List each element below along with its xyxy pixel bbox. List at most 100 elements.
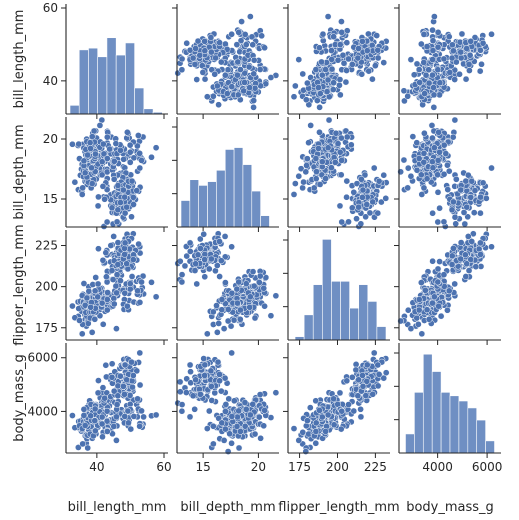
scatter-point [197, 390, 204, 398]
scatter-point [479, 179, 487, 187]
scatter-point [117, 146, 124, 154]
scatter-point [75, 140, 83, 148]
scatter-point [129, 193, 137, 201]
scatter-point [211, 70, 219, 78]
scatter-point [425, 66, 433, 74]
y-axis-label-bill_depth_mm: bill_depth_mm [12, 124, 27, 219]
scatter-point [440, 218, 448, 226]
x-tick-label: 175 [288, 460, 311, 474]
scatter-point [81, 422, 89, 429]
scatter-point [404, 164, 412, 172]
scatter-point [235, 29, 243, 36]
scatter-point [176, 257, 184, 265]
scatter-point [319, 30, 327, 38]
scatter-point [340, 59, 348, 67]
hist-bar [376, 326, 387, 341]
scatter-point [440, 55, 448, 63]
scatter-point [181, 262, 189, 270]
scatter-point [423, 43, 431, 50]
x-axis-label-flipper_length_mm: flipper_length_mm [278, 500, 399, 515]
panel-flipper_length_mm-vs-flipper_length_mm [283, 230, 390, 345]
scatter-point [216, 371, 223, 378]
scatter-point [221, 71, 229, 79]
scatter-point [461, 220, 469, 228]
scatter-point [457, 239, 465, 246]
scatter-point [203, 425, 211, 432]
scatter-point [343, 39, 351, 47]
scatter-point [429, 47, 437, 54]
scatter-point [114, 182, 122, 189]
scatter-point [370, 349, 378, 357]
scatter-point [290, 191, 298, 198]
scatter-point [176, 388, 184, 396]
scatter-point [99, 183, 107, 190]
hist-bar [422, 353, 433, 454]
scatter-point [233, 285, 241, 293]
hist-bar [322, 239, 332, 341]
scatter-point [465, 267, 473, 274]
scatter-point [121, 289, 129, 297]
scatter-point [452, 220, 460, 228]
scatter-point [217, 257, 225, 265]
scatter-point [98, 420, 106, 428]
scatter-point [103, 306, 111, 314]
scatter-point [324, 144, 332, 152]
scatter-point [488, 243, 495, 251]
scatter-point [250, 70, 258, 78]
scatter-point [445, 33, 453, 41]
scatter-point [91, 405, 99, 413]
scatter-point [423, 306, 431, 314]
x-tick-label: 6000 [472, 460, 503, 474]
scatter-point [186, 239, 194, 247]
scatter-point [128, 273, 136, 280]
scatter-point [329, 86, 337, 93]
scatter-point [182, 389, 190, 396]
scatter-point [255, 413, 263, 421]
hist-bar [331, 280, 341, 341]
scatter-point [183, 39, 191, 47]
scatter-point [210, 92, 217, 100]
scatter-point [303, 162, 310, 169]
scatter-point [354, 392, 362, 400]
scatter-point [348, 373, 356, 381]
scatter-point [121, 390, 128, 398]
scatter-point [429, 56, 436, 63]
scatter-point [228, 413, 236, 420]
scatter-point [117, 372, 124, 380]
scatter-point [176, 378, 184, 386]
scatter-point [201, 361, 209, 369]
scatter-point [363, 47, 371, 55]
scatter-point [112, 140, 120, 147]
y-tick-label: 20 [43, 132, 58, 146]
scatter-point [249, 400, 257, 408]
scatter-point [434, 66, 442, 74]
scatter-point [102, 361, 110, 369]
panel-bill_depth_mm-vs-body_mass_g [394, 116, 501, 232]
scatter-point [434, 188, 442, 196]
scatter-point [421, 90, 428, 97]
scatter-point [380, 59, 388, 66]
panel-bill_depth_mm-vs-bill_depth_mm [172, 117, 279, 232]
scatter-point [404, 92, 412, 100]
scatter-point [110, 233, 118, 240]
scatter-point [128, 177, 136, 185]
scatter-point [457, 255, 465, 263]
scatter-point [80, 412, 88, 419]
scatter-point [234, 299, 241, 307]
panel-body_mass_g-vs-bill_depth_mm: 15 20 [172, 343, 280, 474]
scatter-point [216, 377, 223, 385]
scatter-point [208, 382, 215, 390]
scatter-point [208, 48, 215, 56]
scatter-point [404, 184, 412, 192]
panel-body_mass_g-vs-body_mass_g: 4000 6000 [394, 343, 502, 474]
scatter-point [260, 422, 268, 430]
scatter-point [98, 171, 106, 179]
scatter-point [178, 271, 186, 279]
scatter-point [363, 201, 371, 208]
scatter-point [191, 267, 199, 274]
hist-bar [189, 179, 199, 228]
scatter-point [235, 278, 243, 286]
scatter-point [99, 256, 107, 264]
scatter-point [302, 448, 310, 455]
scatter-point [363, 361, 371, 369]
